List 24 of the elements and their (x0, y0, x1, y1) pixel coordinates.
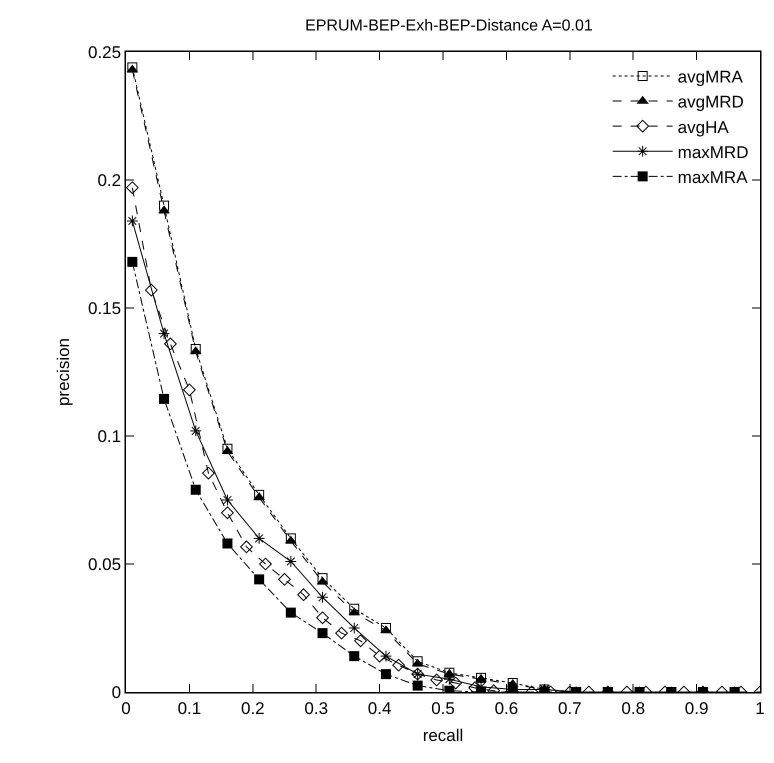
legend-label: avgMRD (678, 92, 744, 112)
x-tick-label: 0.3 (304, 698, 328, 718)
x-tick-label: 0.1 (178, 698, 202, 718)
x-tick-label: 0.6 (494, 698, 518, 718)
y-tick-label: 0.1 (97, 426, 122, 446)
x-tick-label: 0.8 (621, 698, 646, 718)
y-tick-label: 0.25 (88, 42, 122, 62)
x-tick-label: 0.9 (684, 698, 708, 718)
y-tick-label: 0 (112, 682, 122, 702)
x-tick-label: 0.2 (240, 698, 265, 718)
y-axis-title: precision (54, 338, 73, 406)
chart-title: EPRUM-BEP-Exh-BEP-Distance A=0.01 (305, 17, 593, 34)
x-tick-label: 0.4 (368, 698, 392, 718)
x-tick-label: 0.7 (558, 698, 582, 718)
x-tick-label: 0.5 (431, 698, 455, 718)
x-tick-label: 1 (755, 698, 765, 718)
y-tick-label: 0.2 (97, 170, 122, 190)
y-tick-label: 0.05 (88, 554, 122, 574)
legend-label: maxMRA (678, 168, 748, 187)
y-tick-label: 0.15 (88, 298, 122, 318)
legend-label: avgMRA (678, 68, 744, 87)
legend-label: maxMRD (678, 142, 749, 162)
x-axis-title: recall (422, 726, 464, 746)
legend-label: avgHA (678, 118, 730, 137)
